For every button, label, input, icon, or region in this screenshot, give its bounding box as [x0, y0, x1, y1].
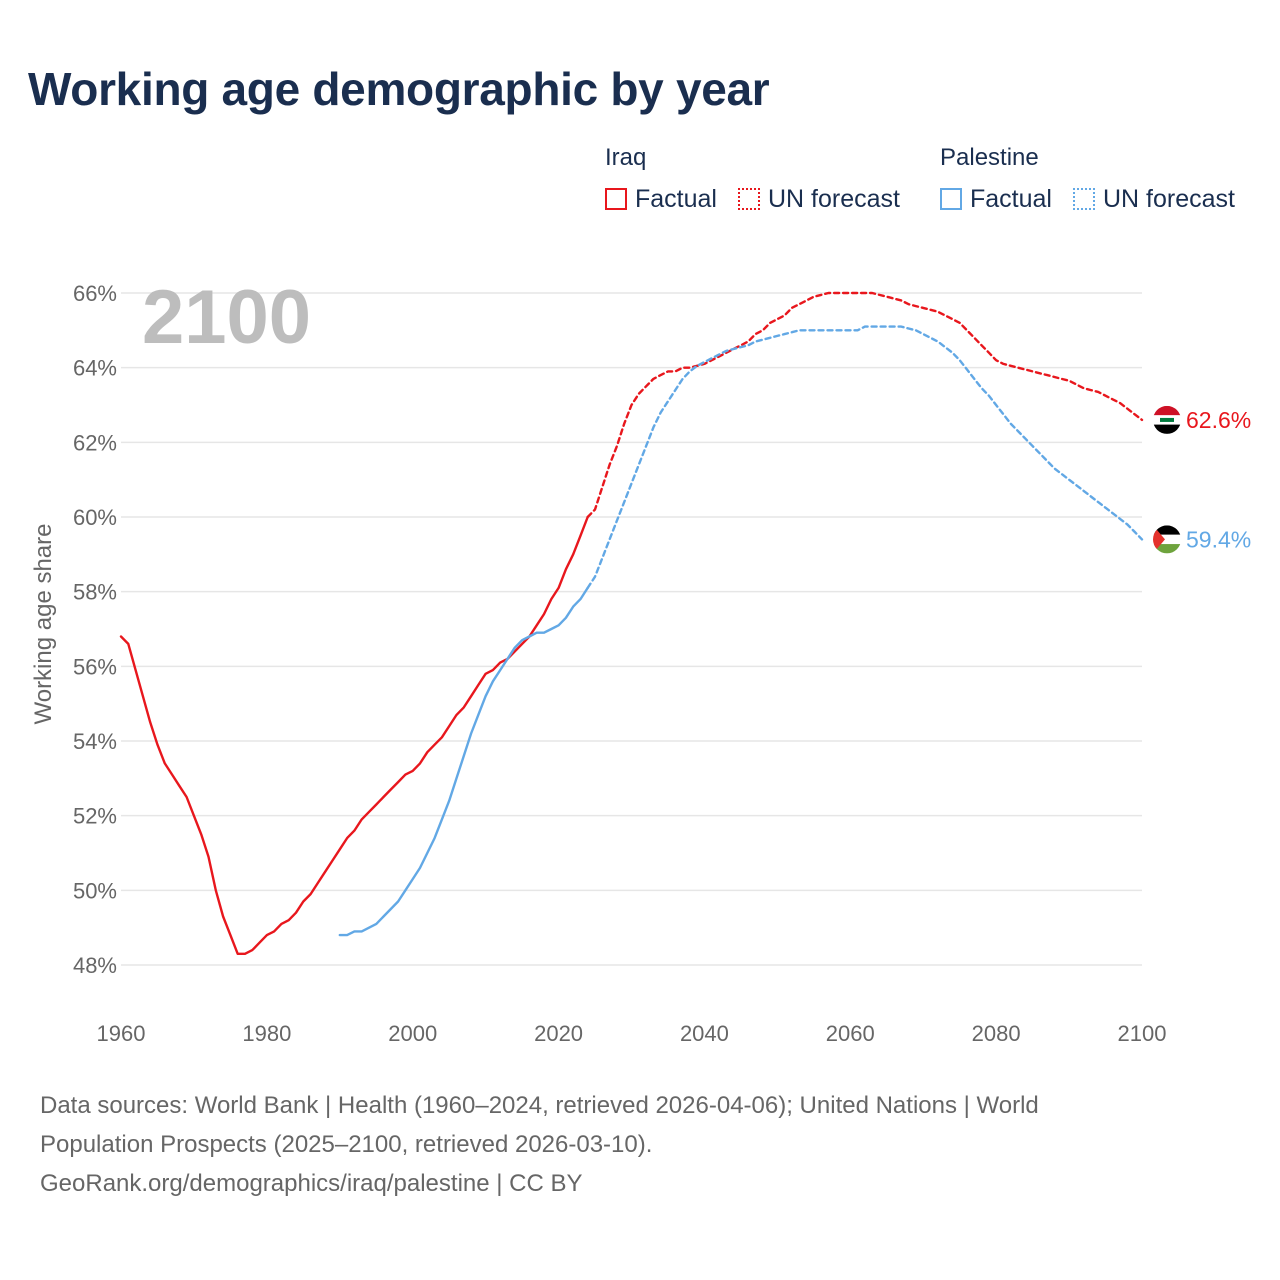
end-label-iraq: 62.6%: [1186, 407, 1251, 433]
y-tick-label: 64%: [73, 356, 117, 381]
y-tick-label: 62%: [73, 430, 117, 455]
y-axis-ticks: 48% 50% 52% 54% 56% 58% 60% 62% 64% 66%: [73, 281, 117, 978]
footer-sources-line1: Data sources: World Bank | Health (1960–…: [40, 1092, 1039, 1119]
x-tick-label: 2000: [388, 1021, 437, 1046]
footer-attribution[interactable]: GeoRank.org/demographics/iraq/palestine …: [40, 1170, 583, 1197]
y-tick-label: 56%: [73, 654, 117, 679]
x-axis-ticks: 1960 1980 2000 2020 2040 2060 2080 2100: [97, 1021, 1167, 1046]
y-tick-label: 60%: [73, 505, 117, 530]
series-line-iraq-factual: [119, 515, 589, 955]
y-axis-label: Working age share: [30, 524, 57, 725]
legend-iraq-forecast[interactable]: UN forecast: [738, 184, 900, 214]
x-tick-label: 2060: [826, 1021, 875, 1046]
line-chart: 2100 48% 50% 52% 54% 56% 58% 60% 62% 64% 66% 1960…: [30, 275, 1251, 1046]
legend-palestine-factual[interactable]: Factual: [940, 184, 1052, 214]
y-tick-label: 48%: [73, 953, 117, 978]
flag-palestine-icon: [1153, 525, 1181, 554]
legend-swatch-iraq-factual: [605, 188, 627, 210]
flag-iraq-icon: [1153, 405, 1181, 434]
legend-group-palestine-title: Palestine: [940, 144, 1039, 171]
y-tick-label: 50%: [73, 878, 117, 903]
footer-sources-line2: Population Prospects (2025–2100, retriev…: [40, 1131, 653, 1158]
year-watermark: 2100: [142, 275, 311, 360]
end-labels: 62.6% 59.4%: [1153, 405, 1251, 554]
x-tick-label: 2040: [680, 1021, 729, 1046]
footer: Data sources: World Bank | Health (1960–…: [40, 1086, 1240, 1203]
series-lines: [119, 291, 1144, 955]
x-tick-label: 1960: [97, 1021, 146, 1046]
y-tick-label: 54%: [73, 729, 117, 754]
legend-iraq-factual[interactable]: Factual: [605, 184, 717, 214]
series-line-iraq-forecast: [586, 291, 1144, 519]
x-tick-label: 2080: [972, 1021, 1021, 1046]
x-tick-label: 1980: [242, 1021, 291, 1046]
series-line-palestine-factual: [338, 586, 589, 937]
legend-label: UN forecast: [768, 184, 900, 213]
end-label-palestine: 59.4%: [1186, 526, 1251, 552]
y-tick-label: 52%: [73, 804, 117, 829]
legend-swatch-palestine-factual: [940, 188, 962, 210]
legend-label: Factual: [635, 184, 717, 213]
chart-title: Working age demographic by year: [28, 63, 770, 115]
series-line-palestine-forecast: [586, 325, 1144, 590]
legend-swatch-iraq-forecast: [738, 188, 760, 210]
x-tick-label: 2100: [1118, 1021, 1167, 1046]
x-tick-label: 2020: [534, 1021, 583, 1046]
legend-group-iraq-title: Iraq: [605, 144, 647, 171]
y-tick-label: 58%: [73, 580, 117, 605]
legend-swatch-palestine-forecast: [1073, 188, 1095, 210]
legend-label: Factual: [970, 184, 1052, 213]
legend-label: UN forecast: [1103, 184, 1235, 213]
legend-palestine-forecast[interactable]: UN forecast: [1073, 184, 1235, 214]
gridlines: [121, 292, 1142, 966]
y-tick-label: 66%: [73, 281, 117, 306]
